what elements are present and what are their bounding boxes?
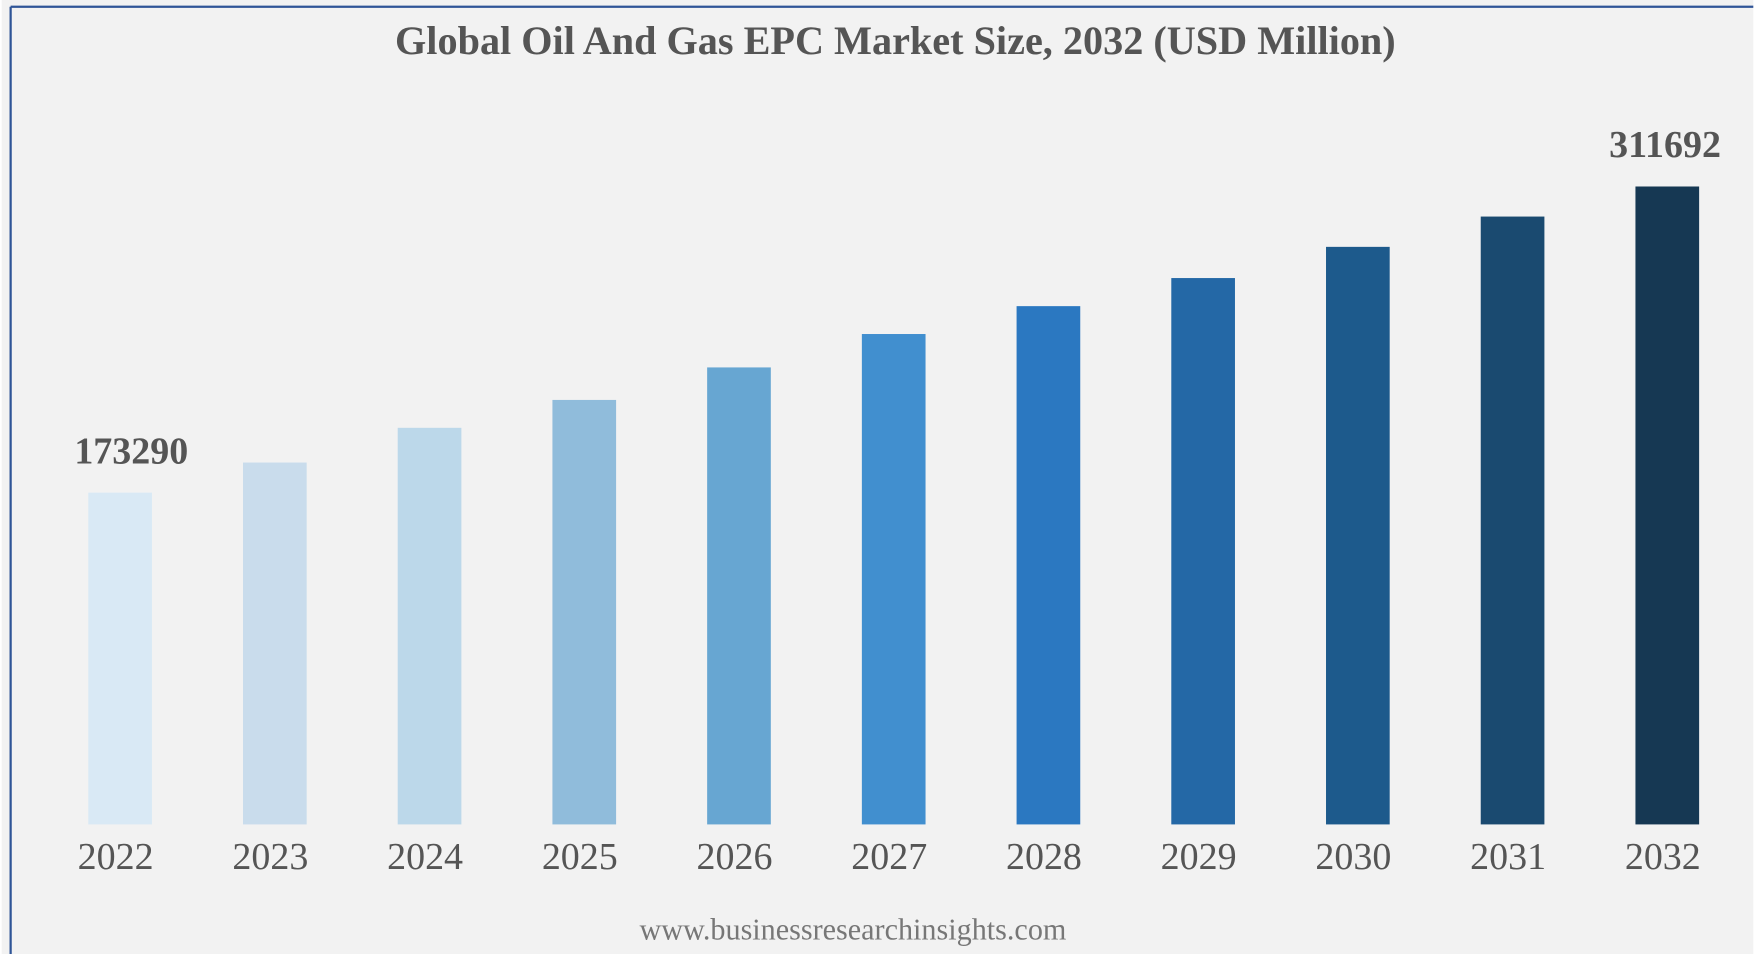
bar: [1480, 216, 1545, 825]
value-label: 311692: [1609, 124, 1721, 166]
value-label: 173290: [74, 430, 188, 472]
x-tick-label: 2032: [1625, 836, 1701, 878]
bar: [397, 427, 462, 825]
bar: [1635, 186, 1700, 825]
x-tick-label: 2031: [1470, 836, 1546, 878]
x-tick-label: 2022: [78, 836, 154, 878]
x-tick-label: 2024: [387, 836, 463, 878]
x-tick-label: 2027: [851, 836, 927, 878]
bar: [707, 367, 771, 825]
x-tick-label: 2030: [1315, 836, 1391, 878]
bar: [1016, 306, 1081, 825]
bar: [552, 399, 617, 825]
bar: [861, 334, 926, 825]
x-tick-label: 2029: [1161, 836, 1237, 878]
x-tick-label: 2026: [697, 836, 773, 878]
bar: [88, 492, 152, 825]
chart-title: Global Oil And Gas EPC Market Size, 2032…: [395, 18, 1396, 63]
bar: [1171, 278, 1235, 825]
x-tick-label: 2028: [1006, 836, 1082, 878]
bar: [1326, 246, 1390, 825]
source: www.businessresearchinsights.com: [639, 913, 1066, 947]
x-tick-label: 2025: [542, 836, 618, 878]
x-tick-label: 2023: [232, 836, 308, 878]
bar: [242, 462, 307, 825]
